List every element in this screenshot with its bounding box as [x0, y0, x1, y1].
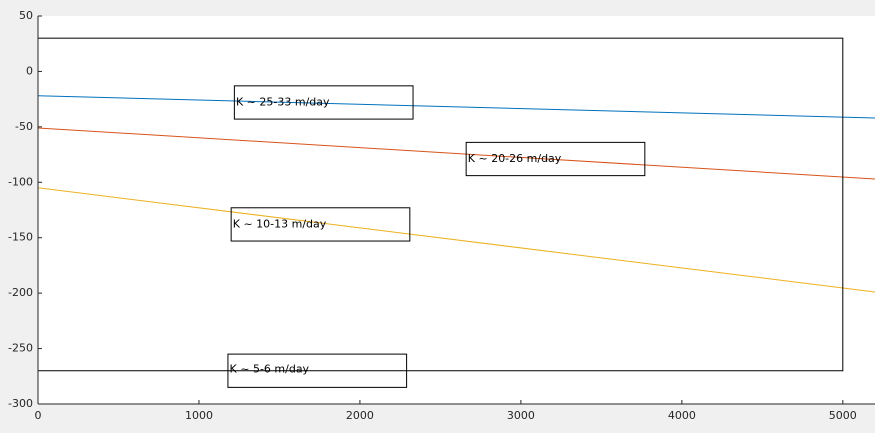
y-tick-label: 0: [26, 64, 33, 77]
x-tick-label: 4000: [668, 409, 696, 422]
annotation-box-2: [465, 141, 646, 177]
y-tick-label: -300: [8, 397, 33, 410]
annotation-label-2: K ~ 20-26 m/day: [468, 152, 562, 165]
x-tick-label: 1000: [185, 409, 213, 422]
annotation-label-4: K ~ 5-6 m/day: [230, 363, 310, 376]
annotation-layer: K ~ 25-33 m/day K ~ 20-26 m/day K ~ 10-13 …: [227, 85, 646, 388]
plot-area: [38, 16, 875, 404]
annotation-box-4: [227, 353, 408, 388]
series-line-3: [37, 187, 875, 293]
x-tick-label: 0: [35, 409, 42, 422]
annotation-box-1: [233, 85, 414, 120]
y-tick-label: -150: [8, 231, 33, 244]
annotation-label-3: K ~ 10-13 m/day: [233, 217, 327, 230]
y-tick-label: -50: [15, 120, 33, 133]
y-tick-label: 50: [19, 9, 33, 22]
x-tick-label: 5000: [829, 409, 857, 422]
series-line-2: [37, 127, 875, 180]
y-tick-label: -200: [8, 286, 33, 299]
annotation-label-1: K ~ 25-33 m/day: [236, 95, 330, 108]
axis-layer: 0 1000 2000 3000 4000 5000 50 0 -50 -100 -150 -200 -…: [8, 9, 875, 422]
y-tick-label: -250: [8, 342, 33, 355]
series-line-1: [37, 95, 875, 119]
series-layer: [37, 95, 875, 293]
y-tick-label: -100: [8, 175, 33, 188]
annotation-box-3: [230, 207, 411, 242]
x-tick-label: 2000: [346, 409, 374, 422]
x-tick-label: 3000: [507, 409, 535, 422]
